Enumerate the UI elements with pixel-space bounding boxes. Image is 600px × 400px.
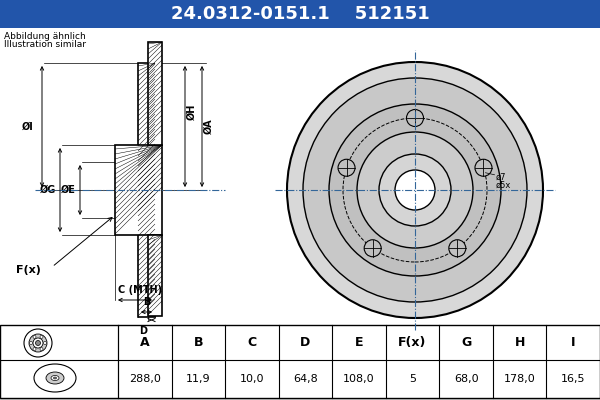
Text: ØA: ØA [204, 119, 214, 134]
Text: D: D [301, 336, 311, 349]
Circle shape [329, 104, 501, 276]
Bar [0, 28, 600, 325]
Circle shape [40, 348, 43, 350]
Circle shape [475, 159, 492, 176]
Text: F(x): F(x) [16, 265, 40, 275]
Bar [0, 0, 600, 28]
Circle shape [364, 240, 381, 257]
Text: 108,0: 108,0 [343, 374, 375, 384]
Text: F(x): F(x) [398, 336, 427, 349]
Ellipse shape [51, 376, 59, 380]
Text: 10,0: 10,0 [239, 374, 264, 384]
Text: ØI: ØI [22, 122, 34, 132]
Text: C (MTH): C (MTH) [118, 285, 162, 295]
Ellipse shape [34, 364, 76, 392]
Text: B: B [143, 297, 150, 307]
Text: ø7: ø7 [496, 173, 506, 182]
Text: 11,9: 11,9 [186, 374, 211, 384]
Bar [0, 325, 600, 398]
Bar [138, 63, 155, 317]
Text: 24.0312-0151.1    512151: 24.0312-0151.1 512151 [170, 5, 430, 23]
Bar [115, 145, 162, 235]
Text: ØH: ØH [187, 103, 197, 120]
Text: ø5x: ø5x [496, 181, 511, 190]
Circle shape [449, 240, 466, 257]
Text: 64,8: 64,8 [293, 374, 318, 384]
Text: 178,0: 178,0 [504, 374, 536, 384]
Text: D: D [139, 326, 148, 336]
Circle shape [379, 154, 451, 226]
Text: 288,0: 288,0 [129, 374, 161, 384]
Circle shape [395, 170, 435, 210]
Bar [148, 42, 162, 145]
Text: Illustration similar: Illustration similar [4, 40, 86, 49]
Circle shape [33, 348, 36, 350]
Circle shape [407, 110, 424, 126]
Circle shape [357, 132, 473, 248]
Text: B: B [194, 336, 203, 349]
Circle shape [33, 336, 36, 338]
Text: C: C [247, 336, 256, 349]
Text: Abbildung ähnlich: Abbildung ähnlich [4, 32, 86, 41]
Text: 68,0: 68,0 [454, 374, 478, 384]
Text: G: G [461, 336, 471, 349]
Circle shape [338, 159, 355, 176]
Circle shape [33, 338, 43, 348]
Text: A: A [140, 336, 149, 349]
Text: E: E [355, 336, 363, 349]
Ellipse shape [53, 377, 56, 379]
Text: 5: 5 [409, 374, 416, 384]
Circle shape [29, 334, 47, 352]
Circle shape [44, 342, 47, 344]
Circle shape [287, 62, 543, 318]
Circle shape [29, 342, 32, 344]
Text: ØG: ØG [40, 185, 56, 195]
Circle shape [40, 336, 43, 338]
Text: I: I [571, 336, 575, 349]
Circle shape [35, 340, 41, 346]
Circle shape [24, 329, 52, 357]
Text: ØE: ØE [61, 185, 76, 195]
Text: 16,5: 16,5 [561, 374, 586, 384]
Ellipse shape [46, 372, 64, 384]
Text: H: H [514, 336, 525, 349]
Circle shape [303, 78, 527, 302]
Bar [148, 235, 162, 316]
